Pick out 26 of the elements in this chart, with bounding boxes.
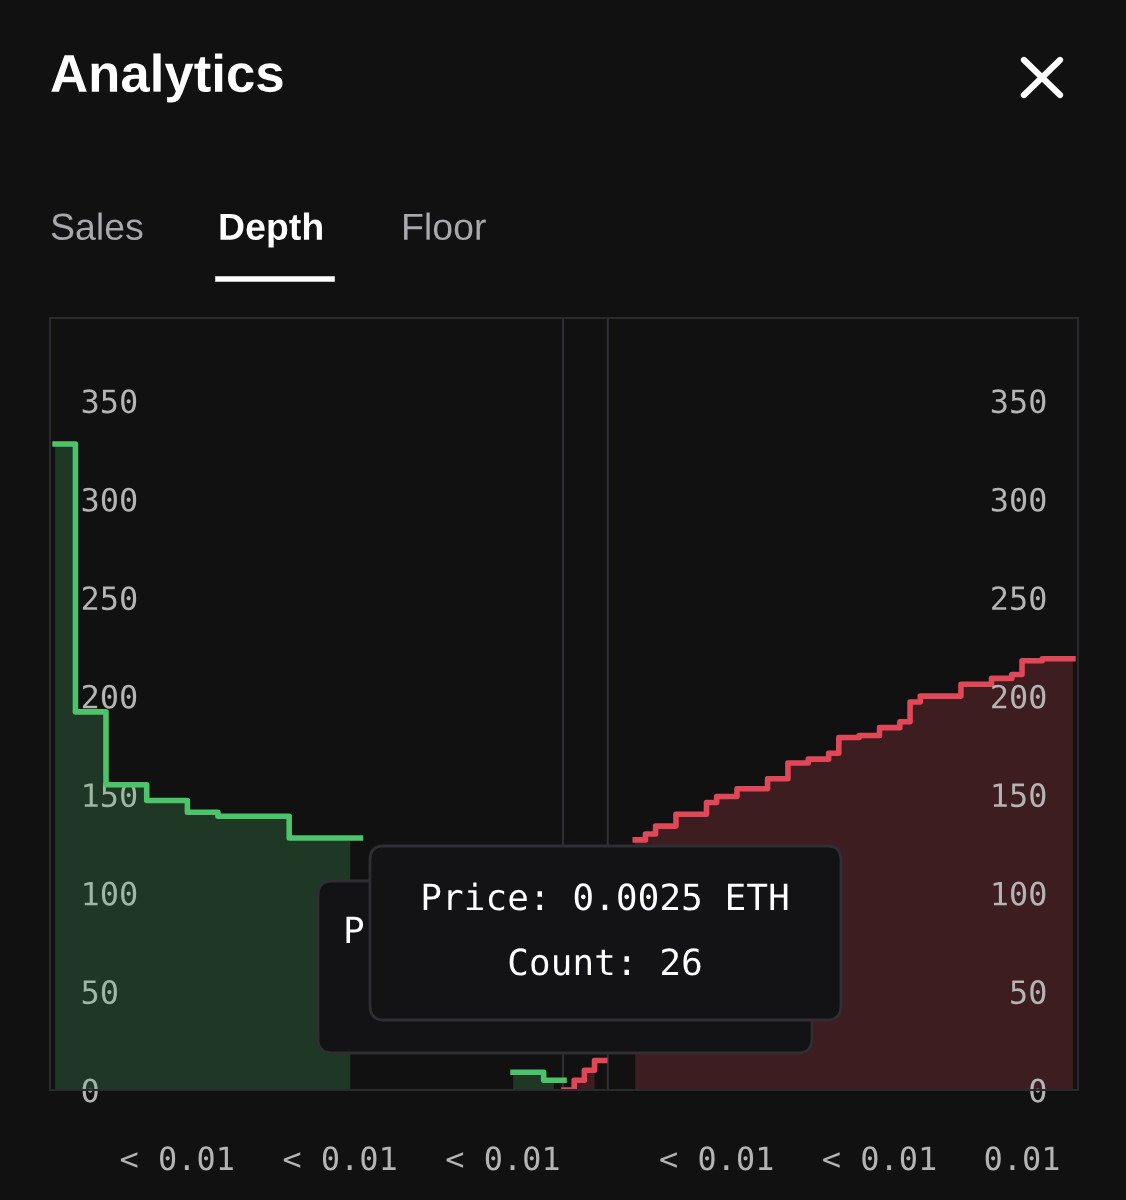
y2-tick-label: 350: [991, 389, 1046, 414]
x-tick-label: < 0.01: [660, 1146, 773, 1171]
x-tick-label: < 0.01: [283, 1146, 396, 1171]
x-tick-label: < 0.01: [446, 1146, 559, 1171]
chart-title: Analytics: [51, 53, 283, 103]
x-tick-label: < 0.01: [120, 1146, 233, 1171]
y-tick-label: 200: [82, 684, 137, 709]
x-tick-label: 0.01: [985, 1146, 1059, 1171]
y-tick-label: 100: [84, 881, 137, 906]
y-tick-label: 350: [82, 389, 137, 414]
y2-tick-label: 250: [992, 586, 1046, 611]
text: Depth: [220, 212, 322, 248]
text: Sales: [51, 212, 143, 241]
y-tick-label: 250: [82, 586, 137, 611]
y-tick-label: 50: [82, 980, 117, 1005]
y2-tick-label: 300: [991, 487, 1046, 512]
y2-tick-label: 50: [1011, 980, 1046, 1005]
annotation: Count: 26: [509, 948, 701, 976]
y2-tick-label: 150: [993, 783, 1046, 808]
y2-tick-label: 200: [992, 684, 1046, 709]
text: Floor: [404, 212, 486, 241]
x-tick-label: < 0.01: [823, 1146, 936, 1171]
y2-tick-label: 100: [993, 881, 1046, 906]
y-tick-label: 300: [82, 487, 137, 512]
annotation: P: [346, 916, 364, 944]
annotation: Price: 0.0025 ETH: [423, 882, 788, 911]
